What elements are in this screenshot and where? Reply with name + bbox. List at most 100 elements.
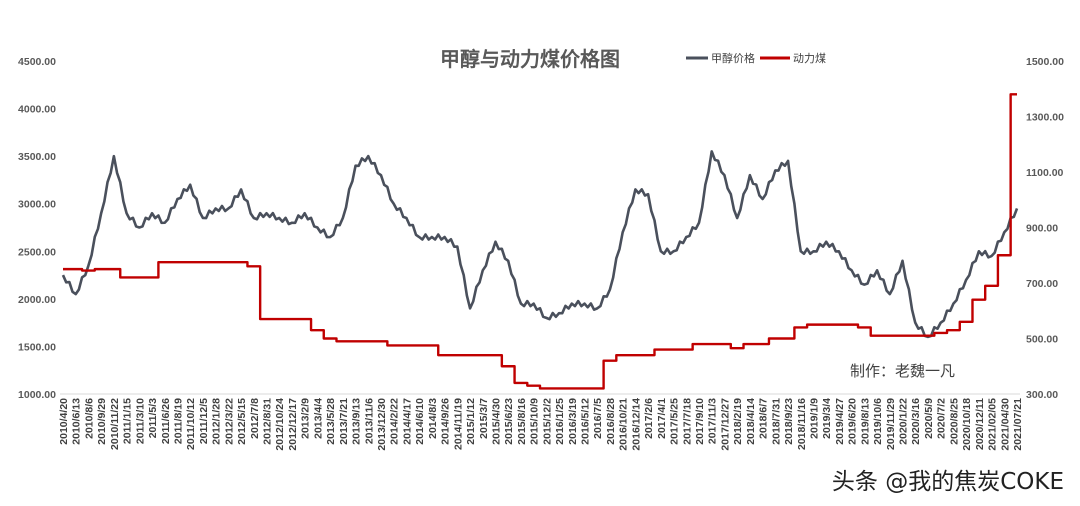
x-tick-label: 2012/5/15 xyxy=(236,398,248,445)
x-tick-label: 2016/7/5 xyxy=(592,398,604,439)
x-tick-label: 2020/8/25 xyxy=(948,398,960,445)
x-tick-label: 2016/5/12 xyxy=(580,398,592,445)
y-left-tick-label: 4500.00 xyxy=(18,56,56,68)
x-tick-label: 2013/11/6 xyxy=(363,398,375,444)
series-line-coal xyxy=(63,93,1017,390)
x-tick-label: 2012/12/17 xyxy=(287,398,299,451)
x-tick-label: 2017/12/27 xyxy=(719,398,731,451)
x-tick-label: 2019/8/13 xyxy=(859,398,871,445)
x-tick-label: 2014/4/17 xyxy=(401,398,413,445)
x-tick-label: 2015/3/7 xyxy=(478,398,490,439)
x-tick-label: 2018/6/7 xyxy=(758,398,770,439)
y-left-tick-label: 3500.00 xyxy=(18,151,56,163)
x-tick-label: 2017/11/3 xyxy=(707,398,719,444)
y-axis-right: 300.00 500.00 700.00 900.00 1100.00 1300.00 15… xyxy=(1026,56,1064,401)
series-lines xyxy=(61,93,1019,390)
x-tick-label: 2016/10/21 xyxy=(618,398,630,451)
x-tick-label: 2012/7/8 xyxy=(249,398,261,439)
y-left-tick-label: 1500.00 xyxy=(18,341,56,353)
x-tick-label: 2019/3/4 xyxy=(821,398,833,439)
x-tick-label: 2018/4/14 xyxy=(745,398,757,445)
series-line-methanol xyxy=(61,150,1019,339)
x-tick-label: 2015/12/2 xyxy=(541,398,553,445)
y-right-tick-label: 1300.00 xyxy=(1026,112,1064,124)
x-tick-label: 2011/10/12 xyxy=(185,398,197,450)
x-tick-label: 2018/9/23 xyxy=(783,398,795,445)
y-left-tick-label: 3000.00 xyxy=(18,199,56,211)
y-left-tick-label: 2000.00 xyxy=(18,294,56,306)
x-tick-label: 2016/8/28 xyxy=(605,398,617,445)
legend-label-coal: 动力煤 xyxy=(793,52,826,65)
x-tick-label: 2021/02/05 xyxy=(987,398,999,451)
x-tick-label: 2011/5/3 xyxy=(147,398,159,438)
y-right-tick-label: 1100.00 xyxy=(1026,167,1064,179)
x-tick-label: 2019/10/6 xyxy=(872,398,884,445)
x-tick-label: 2014/8/3 xyxy=(427,398,439,439)
x-tick-label: 2017/7/18 xyxy=(681,398,693,445)
x-tick-label: 2017/4/1 xyxy=(656,398,668,439)
y-left-tick-label: 4000.00 xyxy=(18,104,56,116)
x-tick-label: 2011/8/19 xyxy=(172,398,184,444)
x-tick-label: 2019/4/27 xyxy=(834,398,846,445)
y-axis-left: 1000.00 1500.00 2000.00 2500.00 3000.00 3500.… xyxy=(18,56,56,401)
x-tick-label: 2011/12/5 xyxy=(198,398,210,444)
x-tick-label: 2010/11/22 xyxy=(109,398,121,450)
x-tick-label: 2011/3/10 xyxy=(134,398,146,444)
x-tick-label: 2011/6/26 xyxy=(160,398,172,444)
x-tick-label: 2015/4/30 xyxy=(490,398,502,445)
y-right-tick-label: 300.00 xyxy=(1026,389,1058,401)
x-axis-labels: 2010/4/20 2010/6/13 2010/8/6 2010/9/29 2010/… xyxy=(58,398,1024,451)
x-tick-label: 2015/1/12 xyxy=(465,398,477,445)
x-tick-label: 2014/11/19 xyxy=(452,398,464,450)
x-tick-label: 2020/1/22 xyxy=(898,398,910,445)
x-tick-label: 2010/8/6 xyxy=(83,398,95,439)
x-tick-label: 2017/2/6 xyxy=(643,398,655,439)
x-tick-label: 2017/5/25 xyxy=(669,398,681,445)
y-right-tick-label: 900.00 xyxy=(1026,223,1058,235)
y-left-tick-label: 1000.00 xyxy=(18,389,56,401)
watermark: 头条 @我的焦炭COKE xyxy=(831,469,1064,495)
x-tick-label: 2013/2/9 xyxy=(300,398,312,439)
x-tick-label: 2016/3/19 xyxy=(567,398,579,445)
x-tick-label: 2021/07/21 xyxy=(1012,398,1024,451)
x-tick-label: 2020/12/11 xyxy=(974,398,986,450)
x-tick-label: 2019/1/9 xyxy=(808,398,820,439)
x-tick-label: 2020/5/9 xyxy=(923,398,935,439)
x-tick-label: 2020/7/2 xyxy=(936,398,948,439)
chart-title: 甲醇与动力煤价格图 xyxy=(440,47,620,71)
x-tick-label: 2010/6/13 xyxy=(71,398,83,445)
x-tick-label: 2020/3/16 xyxy=(910,398,922,445)
x-tick-label: 2015/8/16 xyxy=(516,398,528,445)
x-tick-label: 2017/9/10 xyxy=(694,398,706,445)
x-tick-label: 2014/6/10 xyxy=(414,398,426,445)
legend-label-methanol: 甲醇价格 xyxy=(711,51,755,65)
x-tick-label: 2015/10/9 xyxy=(529,398,541,445)
x-tick-label: 2020/10/18 xyxy=(961,398,973,451)
x-tick-label: 2011/1/15 xyxy=(122,398,134,444)
x-tick-label: 2018/7/31 xyxy=(770,398,782,445)
x-tick-label: 2014/9/26 xyxy=(440,398,452,445)
x-tick-label: 2012/3/22 xyxy=(223,398,235,445)
x-tick-label: 2012/1/28 xyxy=(211,398,223,445)
x-tick-label: 2010/9/29 xyxy=(96,398,108,445)
y-right-tick-label: 500.00 xyxy=(1026,334,1058,346)
x-tick-label: 2018/11/16 xyxy=(796,398,808,450)
x-tick-label: 2013/12/30 xyxy=(376,398,388,451)
x-tick-label: 2016/1/25 xyxy=(554,398,566,445)
x-tick-label: 2013/7/21 xyxy=(338,398,350,445)
x-tick-label: 2012/10/24 xyxy=(274,398,286,451)
x-tick-label: 2016/12/14 xyxy=(630,398,642,451)
x-tick-label: 2013/9/13 xyxy=(351,398,363,445)
x-tick-label: 2019/11/29 xyxy=(885,398,897,450)
y-right-tick-label: 700.00 xyxy=(1026,278,1058,290)
legend: 甲醇价格 动力煤 xyxy=(686,51,826,65)
y-right-tick-label: 1500.00 xyxy=(1026,56,1064,68)
x-tick-label: 2015/6/23 xyxy=(503,398,515,445)
credit-text: 制作：老魏一凡 xyxy=(850,362,955,380)
x-tick-label: 2012/8/31 xyxy=(262,398,274,445)
x-tick-label: 2019/6/20 xyxy=(847,398,859,445)
y-left-tick-label: 2500.00 xyxy=(18,246,56,258)
x-tick-label: 2018/2/19 xyxy=(732,398,744,445)
x-tick-label: 2014/2/22 xyxy=(389,398,401,445)
